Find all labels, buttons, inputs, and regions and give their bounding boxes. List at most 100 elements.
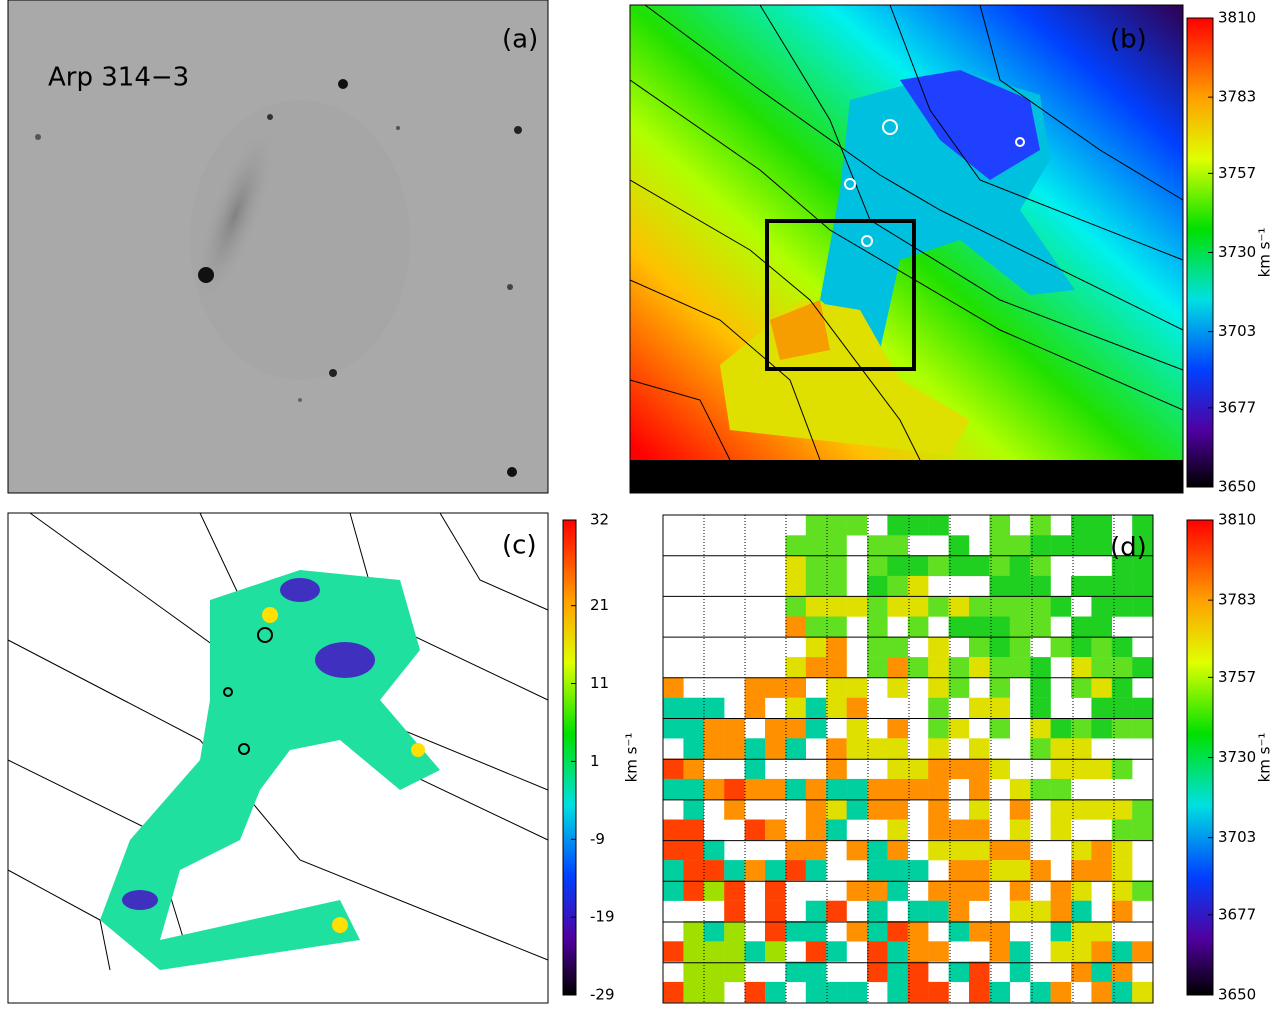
cell <box>989 677 1010 698</box>
cell <box>724 718 745 739</box>
colorbar-unit: km s⁻¹ <box>1256 228 1274 278</box>
cell <box>907 616 929 637</box>
cell <box>1050 535 1072 556</box>
cell <box>948 921 970 942</box>
cell <box>826 636 847 658</box>
cell <box>683 819 704 840</box>
cell <box>805 515 827 536</box>
cell <box>703 981 725 1003</box>
cell <box>846 778 868 800</box>
cell <box>969 636 990 658</box>
cell <box>1132 880 1153 901</box>
cell <box>1050 636 1072 658</box>
cell <box>785 575 806 597</box>
cell <box>826 778 847 800</box>
cell <box>1030 555 1051 577</box>
cell <box>1132 657 1153 678</box>
cell <box>785 738 806 759</box>
cell <box>887 677 908 698</box>
cell <box>703 860 725 881</box>
cell <box>785 535 806 556</box>
cell <box>989 718 1010 739</box>
cell <box>887 718 908 739</box>
cell <box>703 921 725 942</box>
cell <box>969 738 990 759</box>
cell <box>1009 657 1031 678</box>
cell <box>663 758 684 780</box>
cell <box>1132 515 1153 536</box>
cell <box>1071 575 1092 597</box>
cell <box>907 515 929 536</box>
cell <box>989 697 1010 719</box>
cell <box>1009 941 1031 962</box>
cell <box>867 616 888 637</box>
cell <box>1030 697 1051 719</box>
cell <box>948 718 970 739</box>
cell <box>907 575 929 597</box>
cell <box>928 738 949 759</box>
cell <box>989 616 1010 637</box>
cell <box>765 778 786 800</box>
cell <box>948 657 970 678</box>
tick-label: -9 <box>590 830 605 848</box>
tick-label: 3757 <box>1218 164 1256 182</box>
cell <box>724 860 745 881</box>
cell <box>805 636 827 658</box>
tick-label: 3810 <box>1218 9 1256 27</box>
cell <box>805 697 827 719</box>
cell <box>1071 839 1092 861</box>
cell <box>1111 697 1133 719</box>
cell <box>907 555 929 577</box>
cell <box>1050 738 1072 759</box>
cell <box>1111 839 1133 861</box>
tick-label: -19 <box>590 908 615 926</box>
cell <box>989 758 1010 780</box>
cell <box>1132 799 1153 820</box>
tick-label: 3650 <box>1218 986 1256 1004</box>
cell <box>846 697 868 719</box>
cell <box>663 860 684 881</box>
cell <box>765 860 786 881</box>
cell <box>1030 575 1051 597</box>
cell <box>1009 555 1031 577</box>
cell <box>928 981 949 1003</box>
cell <box>1091 697 1112 719</box>
cell <box>1009 961 1031 983</box>
cell <box>1030 718 1051 739</box>
cell <box>765 880 786 901</box>
cell <box>1091 921 1112 942</box>
cell <box>785 860 806 881</box>
cell <box>867 799 888 820</box>
cell <box>969 778 990 800</box>
cell <box>826 900 847 922</box>
cell <box>1132 596 1153 617</box>
cell <box>805 718 827 739</box>
cell <box>1091 799 1112 820</box>
cell <box>928 900 949 922</box>
cell <box>1132 535 1153 556</box>
cell <box>683 921 704 942</box>
cell <box>1009 900 1031 922</box>
panel-b: (b) <box>629 4 1184 494</box>
cell <box>765 981 786 1003</box>
cell <box>887 657 908 678</box>
cell <box>1030 860 1051 881</box>
tick-label: 11 <box>590 674 609 692</box>
cell <box>826 535 847 556</box>
cell <box>969 596 990 617</box>
cell <box>989 921 1010 942</box>
cell <box>663 981 684 1003</box>
cell <box>928 819 949 840</box>
cell <box>683 981 704 1003</box>
cell <box>1050 921 1072 942</box>
cell <box>1030 657 1051 678</box>
cell <box>989 657 1010 678</box>
tick-label: 3783 <box>1218 591 1256 609</box>
cell <box>1111 657 1133 678</box>
cell <box>969 758 990 780</box>
cell <box>663 819 684 840</box>
cell <box>805 981 827 1003</box>
cell <box>683 941 704 962</box>
cell <box>1111 860 1133 881</box>
